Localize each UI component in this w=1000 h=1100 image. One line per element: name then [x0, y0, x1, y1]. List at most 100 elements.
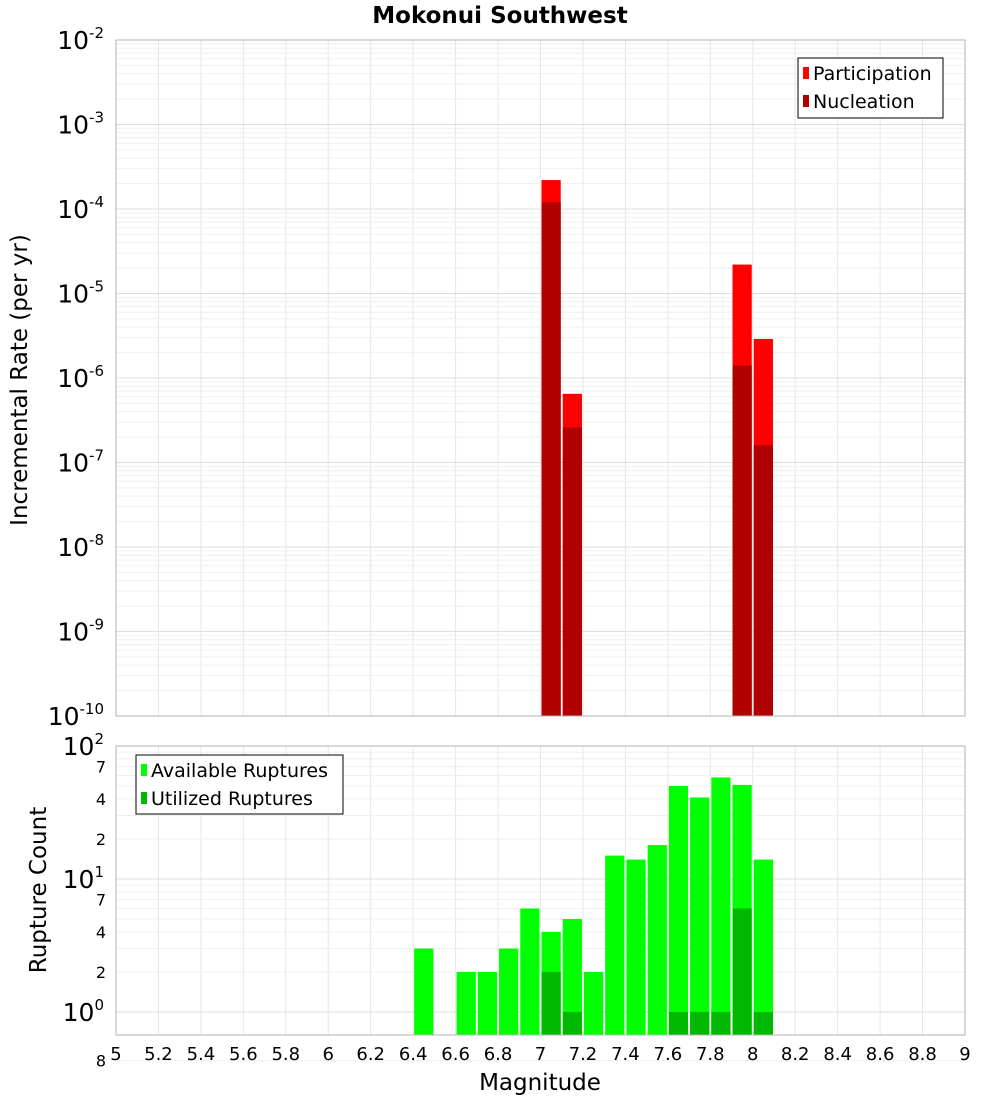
x-tick-label: 8.8 — [908, 1044, 937, 1065]
bottom-bar-available-ruptures — [753, 859, 773, 1035]
top-bar-nucleation — [732, 365, 752, 716]
x-tick-label: 5.6 — [229, 1044, 258, 1065]
bottom-bar-available-ruptures — [414, 948, 434, 1035]
bottom-bar-utilized-ruptures — [711, 1012, 731, 1035]
bottom-bar-utilized-ruptures — [562, 1012, 582, 1035]
bottom-legend-box — [135, 754, 344, 815]
x-tick-label: 6 — [323, 1044, 334, 1065]
x-tick-label: 5.4 — [187, 1044, 216, 1065]
bottom-bar-available-ruptures — [499, 948, 519, 1035]
top-panel-border — [115, 39, 966, 717]
top-y-tick-label: 10-7 — [57, 447, 104, 478]
top-y-tick-label: 10-8 — [57, 531, 104, 562]
x-axis-label: Magnitude — [479, 1070, 601, 1096]
bottom-y-major-tick-label: 102 — [63, 730, 104, 761]
bottom-bar-available-ruptures — [520, 908, 540, 1035]
x-tick-label: 8 — [747, 1044, 758, 1065]
top-y-tick-label-base: 10 — [57, 280, 89, 309]
x-tick-label: 6.6 — [441, 1044, 470, 1065]
top-legend-label: Nucleation — [813, 91, 915, 113]
top-y-tick-label: 10-10 — [48, 700, 104, 731]
bottom-bar-available-ruptures — [456, 971, 476, 1035]
top-y-tick-label-exp: -2 — [89, 24, 104, 42]
x-tick-label: 8.6 — [866, 1044, 895, 1065]
x-tick-label: 7.8 — [696, 1044, 725, 1065]
top-y-tick-label: 10-5 — [57, 278, 104, 309]
bottom-y-major-tick-label: 101 — [63, 863, 104, 894]
top-y-tick-label-exp: -7 — [89, 447, 104, 465]
top-y-tick-label-base: 10 — [57, 533, 89, 562]
bottom-bar-utilized-ruptures — [690, 1012, 710, 1035]
bottom-y-minor-tick-label: 8 — [96, 1052, 106, 1071]
bottom-panel-border — [115, 745, 966, 1036]
bottom-bar-available-ruptures — [626, 859, 646, 1035]
bottom-y-major-tick-label-base: 10 — [63, 865, 95, 894]
bottom-bar-available-ruptures — [690, 797, 710, 1035]
top-y-tick-label-exp: -8 — [89, 531, 104, 549]
x-tick-label: 9 — [959, 1044, 970, 1065]
top-y-tick-label-base: 10 — [57, 111, 89, 140]
top-y-tick-label-exp: -3 — [89, 109, 104, 127]
bottom-y-minor-tick-label: 2 — [96, 963, 106, 982]
top-y-tick-label-exp: -6 — [89, 362, 104, 380]
top-y-tick-label-exp: -4 — [89, 193, 104, 211]
bottom-y-minor-tick-label: 4 — [96, 790, 106, 809]
bottom-bar-available-ruptures — [562, 919, 582, 1035]
top-y-axis-label: Incremental Rate (per yr) — [7, 234, 33, 526]
top-y-tick-label-exp: -5 — [89, 278, 104, 296]
x-tick-label: 7.6 — [654, 1044, 683, 1065]
bottom-legend-swatch — [141, 764, 147, 776]
bottom-y-minor-tick-label: 2 — [96, 830, 106, 849]
bottom-bar-utilized-ruptures — [541, 971, 561, 1035]
top-y-tick-label: 10-6 — [57, 362, 104, 393]
top-legend-swatch — [803, 67, 809, 79]
top-bar-nucleation — [541, 202, 561, 716]
x-tick-label: 6.2 — [356, 1044, 385, 1065]
top-y-tick-label-base: 10 — [57, 26, 89, 55]
top-y-tick-label-base: 10 — [57, 195, 89, 224]
bottom-bar-available-ruptures — [711, 777, 731, 1035]
bottom-bar-available-ruptures — [477, 971, 498, 1035]
bottom-legend-swatch — [141, 792, 147, 804]
x-tick-label: 7.2 — [569, 1044, 598, 1065]
x-tick-label: 6.4 — [399, 1044, 428, 1065]
bottom-y-minor-tick-label: 7 — [96, 758, 106, 777]
x-tick-label: 5.8 — [271, 1044, 300, 1065]
bottom-legend-label: Available Ruptures — [151, 760, 328, 782]
bottom-y-major-tick-label-exp: 1 — [94, 863, 104, 881]
top-bar-nucleation — [753, 445, 773, 716]
top-legend-swatch — [803, 95, 809, 107]
x-tick-label: 7.4 — [611, 1044, 640, 1065]
top-bar-nucleation — [562, 427, 582, 716]
bottom-bar-utilized-ruptures — [668, 1012, 689, 1035]
top-y-tick-label-base: 10 — [57, 618, 89, 647]
x-tick-label: 8.4 — [823, 1044, 852, 1065]
bottom-legend-label: Utilized Ruptures — [151, 788, 313, 810]
top-y-tick-label-exp: -9 — [89, 616, 104, 634]
chart-title: Mokonui Southwest — [372, 3, 627, 29]
x-tick-label: 6.8 — [484, 1044, 513, 1065]
top-y-tick-label: 10-9 — [57, 616, 104, 647]
bottom-bar-available-ruptures — [605, 855, 625, 1035]
top-legend-label: Participation — [813, 63, 932, 85]
top-y-tick-label-exp: -10 — [80, 700, 105, 718]
bottom-bar-available-ruptures — [668, 786, 689, 1035]
bottom-y-minor-tick-label: 7 — [96, 891, 106, 910]
top-y-tick-label-base: 10 — [57, 449, 89, 478]
x-tick-label: 5 — [110, 1044, 121, 1065]
bottom-bar-available-ruptures — [647, 845, 667, 1035]
top-y-tick-label-base: 10 — [57, 364, 89, 393]
bottom-y-major-tick-label-base: 10 — [63, 732, 95, 761]
bottom-y-major-tick-label-exp: 0 — [94, 996, 104, 1014]
bottom-bar-utilized-ruptures — [753, 1012, 773, 1035]
top-y-tick-label-base: 10 — [48, 702, 80, 731]
bottom-y-major-tick-label: 100 — [63, 996, 104, 1027]
x-tick-label: 8.2 — [781, 1044, 810, 1065]
bottom-y-major-tick-label-exp: 2 — [94, 730, 104, 748]
top-y-tick-label: 10-2 — [57, 24, 104, 55]
bottom-bar-utilized-ruptures — [732, 908, 752, 1035]
bottom-bar-available-ruptures — [583, 971, 604, 1035]
x-tick-label: 5.2 — [144, 1044, 173, 1065]
top-y-tick-label: 10-3 — [57, 109, 104, 140]
